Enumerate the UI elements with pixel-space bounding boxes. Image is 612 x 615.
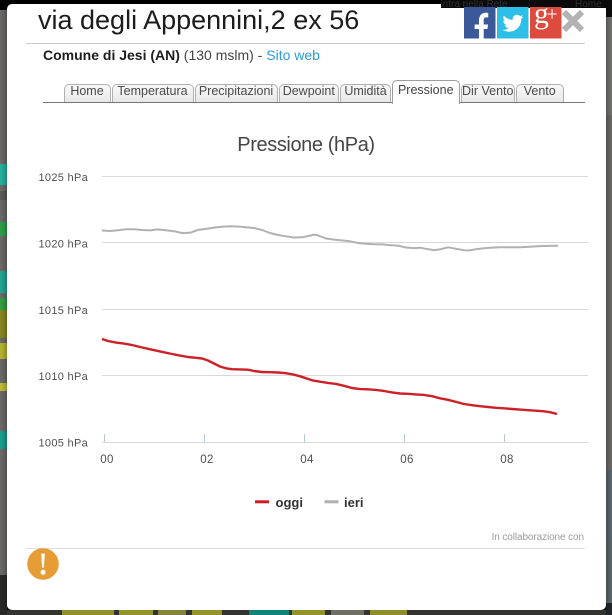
svg-text:Pressione (hPa): Pressione (hPa) [237, 134, 374, 156]
svg-text:08: 08 [500, 454, 513, 466]
svg-text:1020 hPa: 1020 hPa [39, 238, 89, 250]
svg-text:1010 hPa: 1010 hPa [39, 371, 89, 383]
svg-text:04: 04 [300, 454, 314, 466]
svg-text:1005 hPa: 1005 hPa [39, 438, 89, 450]
svg-text:06: 06 [400, 454, 413, 466]
svg-text:00: 00 [100, 454, 113, 466]
svg-text:oggi: oggi [276, 495, 303, 510]
svg-text:ieri: ieri [344, 495, 364, 510]
svg-text:02: 02 [200, 454, 213, 466]
svg-text:+: + [546, 7, 557, 26]
svg-text:1015 hPa: 1015 hPa [39, 305, 89, 317]
svg-text:1025 hPa: 1025 hPa [39, 172, 89, 184]
svg-text:g: g [534, 7, 549, 30]
